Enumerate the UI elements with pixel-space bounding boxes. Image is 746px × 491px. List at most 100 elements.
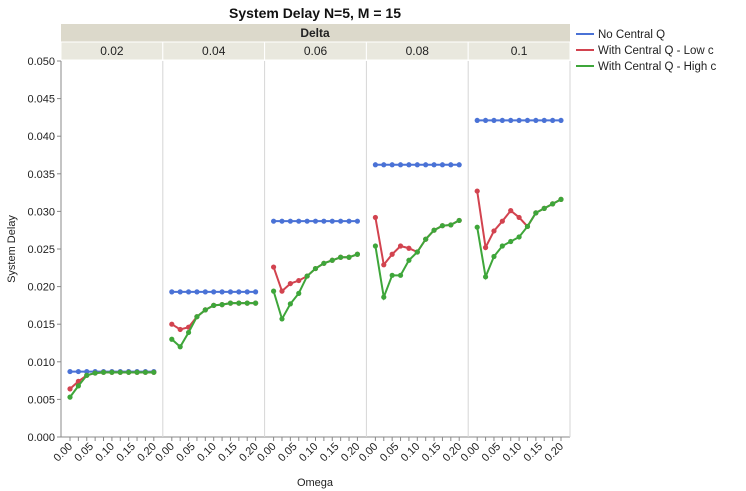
data-point — [558, 196, 564, 202]
data-point — [338, 218, 344, 224]
data-point — [253, 289, 259, 295]
data-point — [296, 290, 302, 296]
legend: No Central Q With Central Q - Low c With C… — [576, 29, 716, 73]
data-point — [491, 117, 497, 124]
data-point — [219, 289, 225, 295]
data-point — [287, 218, 293, 224]
data-point — [346, 218, 352, 224]
data-point — [151, 369, 157, 375]
data-point — [67, 368, 73, 375]
data-point — [312, 218, 319, 224]
x-tick-label: 0.10 — [297, 441, 321, 465]
y-tick-label: 0.030 — [27, 206, 55, 218]
data-point — [541, 205, 547, 211]
data-point — [329, 218, 335, 224]
data-point — [312, 265, 319, 272]
x-tick-label: 0.05 — [378, 441, 402, 465]
data-point — [389, 272, 395, 278]
data-point — [423, 236, 429, 242]
data-point — [134, 369, 140, 375]
data-point — [491, 228, 497, 234]
data-point — [431, 227, 437, 233]
data-point — [474, 117, 480, 124]
data-point — [100, 369, 107, 375]
data-point — [508, 208, 514, 214]
data-point — [67, 386, 73, 392]
data-point — [109, 369, 115, 375]
x-tick-label: 0.15 — [420, 441, 444, 465]
data-point — [541, 117, 547, 124]
data-point — [516, 234, 522, 240]
data-point — [423, 162, 429, 168]
data-point — [185, 289, 192, 295]
x-tick-label: 0.20 — [542, 441, 566, 465]
data-point — [338, 254, 344, 260]
data-point — [271, 264, 277, 270]
data-point — [169, 321, 175, 327]
series-line — [69, 371, 154, 398]
data-point — [75, 383, 81, 389]
data-point — [389, 251, 395, 257]
panel-header-label: 0.06 — [304, 44, 328, 58]
data-point — [126, 369, 132, 375]
data-point — [474, 188, 480, 194]
y-tick-label: 0.010 — [27, 357, 55, 369]
data-point — [431, 162, 437, 168]
data-point — [482, 244, 489, 251]
data-point — [142, 369, 149, 375]
data-point — [169, 336, 175, 342]
x-tick-label: 0.05 — [72, 441, 96, 465]
x-tick-label: 0.00 — [357, 441, 381, 465]
x-tick-label: 0.05 — [276, 441, 300, 465]
series-line — [272, 253, 358, 293]
data-point — [448, 222, 454, 228]
data-point — [499, 117, 505, 124]
data-point — [202, 289, 208, 295]
data-point — [516, 214, 522, 221]
data-point — [499, 218, 505, 224]
x-tick-label: 0.15 — [114, 441, 138, 465]
panel-header-label: 0.08 — [406, 44, 430, 58]
data-point — [474, 224, 480, 230]
data-point — [550, 201, 556, 207]
data-point — [287, 280, 293, 287]
legend-label: With Central Q - Low c — [598, 45, 714, 57]
x-tick-label: 0.15 — [318, 441, 342, 465]
data-point — [372, 162, 378, 168]
x-tick-label: 0.15 — [522, 441, 546, 465]
data-point — [287, 301, 293, 307]
facet-label: Delta — [300, 26, 330, 40]
data-point — [448, 162, 454, 168]
data-point — [439, 162, 446, 168]
data-point — [92, 370, 98, 376]
data-point — [84, 372, 90, 378]
y-tick-label: 0.035 — [27, 169, 55, 181]
data-point — [389, 162, 395, 168]
data-point — [296, 277, 302, 284]
y-axis-label: System Delay — [6, 215, 18, 283]
x-tick-label: 0.00 — [51, 441, 75, 465]
data-point — [397, 162, 404, 168]
data-point — [194, 289, 200, 295]
data-point — [550, 117, 556, 124]
data-point — [194, 314, 200, 320]
data-point — [372, 214, 378, 221]
data-point — [381, 162, 387, 168]
data-point — [211, 302, 217, 308]
data-point — [244, 300, 250, 306]
panel-header-label: 0.1 — [511, 44, 528, 58]
x-axis-label: Omega — [297, 477, 334, 489]
y-tick-label: 0.015 — [27, 319, 55, 331]
data-point — [304, 273, 310, 279]
data-point — [508, 238, 514, 245]
facet-header — [61, 24, 570, 42]
data-point — [372, 243, 378, 249]
panel-header-label: 0.02 — [100, 44, 124, 58]
data-point — [117, 369, 123, 375]
x-tick-label: 0.15 — [216, 441, 240, 465]
y-tick-label: 0.000 — [27, 432, 55, 444]
panel-header — [467, 41, 571, 61]
data-point — [406, 245, 412, 251]
data-point — [414, 162, 420, 168]
data-point — [169, 289, 175, 295]
